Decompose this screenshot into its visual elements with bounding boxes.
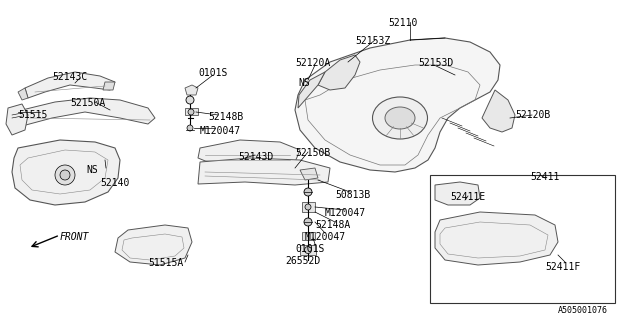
- Text: NS: NS: [298, 78, 310, 88]
- Polygon shape: [435, 212, 558, 265]
- Polygon shape: [302, 232, 315, 240]
- Circle shape: [186, 96, 194, 104]
- Text: 51515A: 51515A: [148, 258, 183, 268]
- Text: A505001076: A505001076: [558, 306, 608, 315]
- Text: M120047: M120047: [305, 232, 346, 242]
- Text: 51515: 51515: [18, 110, 47, 120]
- Polygon shape: [302, 202, 315, 212]
- Circle shape: [60, 170, 70, 180]
- Text: 52153Z: 52153Z: [355, 36, 390, 46]
- Text: 52150B: 52150B: [295, 148, 330, 158]
- Text: 52120B: 52120B: [515, 110, 550, 120]
- Polygon shape: [22, 98, 155, 126]
- Polygon shape: [185, 85, 198, 95]
- Text: 52148B: 52148B: [208, 112, 243, 122]
- Polygon shape: [103, 82, 115, 90]
- Text: M120047: M120047: [325, 208, 366, 218]
- Text: FRONT: FRONT: [60, 232, 90, 242]
- Polygon shape: [295, 38, 500, 172]
- Circle shape: [55, 165, 75, 185]
- Text: NS: NS: [86, 165, 98, 175]
- Ellipse shape: [372, 97, 428, 139]
- Text: 52140: 52140: [100, 178, 129, 188]
- Polygon shape: [435, 182, 480, 205]
- Circle shape: [458, 196, 466, 204]
- Ellipse shape: [385, 107, 415, 129]
- Text: 52148A: 52148A: [315, 220, 350, 230]
- Text: 50813B: 50813B: [335, 190, 371, 200]
- Text: 52120A: 52120A: [295, 58, 330, 68]
- Text: 52150A: 52150A: [70, 98, 105, 108]
- Text: 52411F: 52411F: [545, 262, 580, 272]
- Text: 52143C: 52143C: [52, 72, 87, 82]
- Polygon shape: [25, 72, 115, 98]
- Circle shape: [305, 246, 312, 253]
- Circle shape: [304, 188, 312, 196]
- Polygon shape: [298, 72, 325, 108]
- Text: 52110: 52110: [388, 18, 417, 28]
- Text: 52153D: 52153D: [418, 58, 453, 68]
- Polygon shape: [482, 90, 515, 132]
- Text: 0101S: 0101S: [198, 68, 227, 78]
- Text: 52411: 52411: [530, 172, 559, 182]
- Text: 52143D: 52143D: [238, 152, 273, 162]
- Polygon shape: [318, 55, 360, 90]
- Polygon shape: [12, 140, 120, 205]
- Polygon shape: [115, 225, 192, 265]
- Polygon shape: [18, 88, 28, 100]
- Polygon shape: [198, 158, 330, 185]
- Polygon shape: [198, 140, 300, 168]
- Text: 52411E: 52411E: [450, 192, 485, 202]
- Circle shape: [304, 218, 312, 226]
- Polygon shape: [185, 108, 198, 115]
- Text: 0101S: 0101S: [295, 244, 324, 254]
- Circle shape: [187, 125, 193, 131]
- Circle shape: [188, 109, 194, 115]
- Polygon shape: [300, 168, 318, 180]
- Text: 26552D: 26552D: [285, 256, 320, 266]
- Polygon shape: [300, 245, 316, 255]
- Polygon shape: [6, 104, 28, 135]
- Circle shape: [305, 204, 311, 210]
- Text: M120047: M120047: [200, 126, 241, 136]
